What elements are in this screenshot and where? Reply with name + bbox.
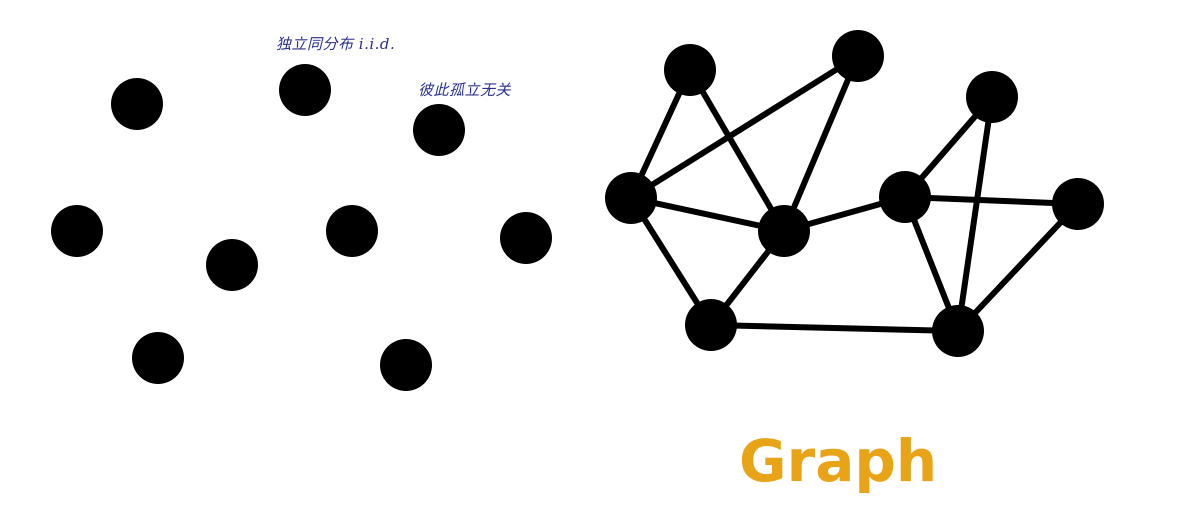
graph-node-H: [1052, 178, 1104, 230]
graph-edge-A-D: [687, 67, 787, 234]
graph-node-I: [932, 305, 984, 357]
graph-node-F: [879, 171, 931, 223]
isolated-node-n1: [111, 78, 163, 130]
graph-nodes-group: [605, 30, 1104, 357]
graph-node-D: [758, 205, 810, 257]
isolated-node-n5: [206, 239, 258, 291]
graph-edge-G-I: [955, 94, 995, 334]
graph-node-G: [966, 71, 1018, 123]
iid-annotation: 独立同分布 i.i.d.: [276, 35, 396, 53]
isolated-node-n2: [279, 64, 331, 116]
isolated-annotation: 彼此孤立无关: [418, 81, 512, 99]
graph-node-C: [605, 172, 657, 224]
isolated-node-n7: [500, 212, 552, 264]
graph-edge-B-D: [781, 53, 861, 234]
isolated-node-n3: [413, 104, 465, 156]
isolated-node-n4: [51, 205, 103, 257]
graph-edge-E-I: [708, 322, 961, 334]
isolated-nodes-group: [51, 64, 552, 391]
isolated-node-n9: [380, 339, 432, 391]
graph-node-B: [832, 30, 884, 82]
isolated-node-n6: [326, 205, 378, 257]
graph-edge-H-I: [955, 201, 1081, 334]
isolated-node-n8: [132, 332, 184, 384]
graph-node-E: [685, 299, 737, 351]
graph-node-A: [664, 44, 716, 96]
graph-edge-F-H: [902, 194, 1081, 207]
graph-edge-B-C: [628, 53, 861, 201]
graph-edge-C-D: [628, 195, 787, 234]
graph-label: Graph: [739, 427, 938, 495]
